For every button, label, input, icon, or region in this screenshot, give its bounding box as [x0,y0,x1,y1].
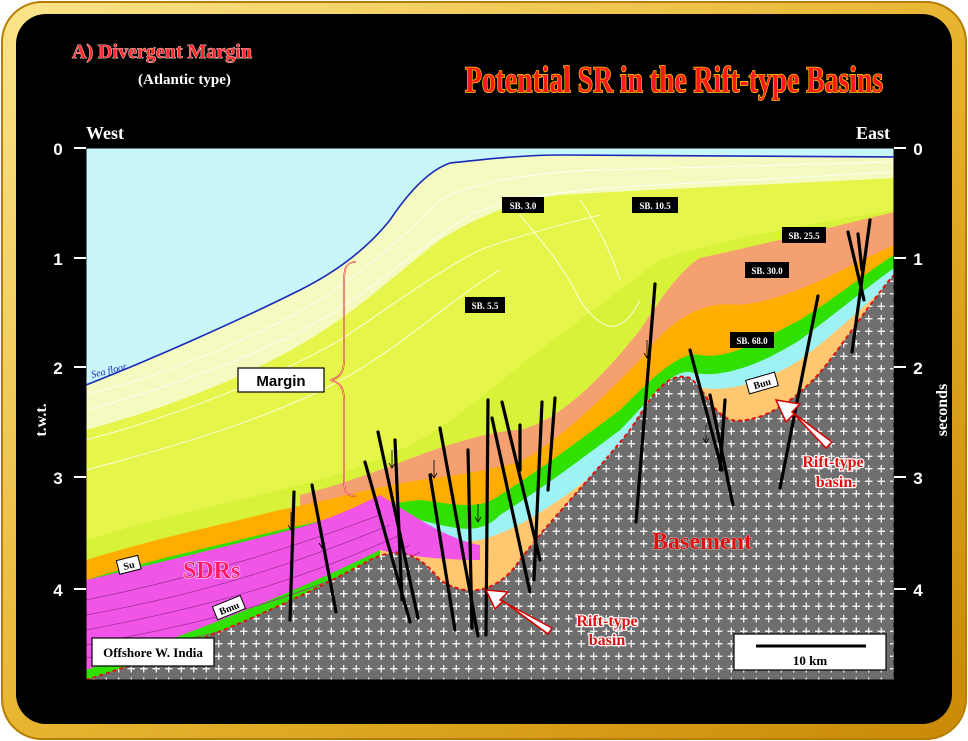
sb-tag-5-5: SB. 5.5 [465,297,505,313]
rift-arrow-1 [484,589,554,636]
banner-title: Potential SR in the Rift-type Basins [465,60,883,101]
faults [288,218,872,638]
left-tick-1: 1 [53,250,62,269]
location-box: Offshore W. India [91,637,215,667]
left-axis-label: t.w.t. [33,403,50,436]
basement [86,275,894,680]
page-title: A) Divergent Margin [72,41,252,63]
left-axis: 0 1 2 3 4 [53,140,63,600]
sb-label-25-5: SB. 25.5 [788,231,820,241]
buu-label: Buu [752,377,773,393]
rift-basin-2-line1: Rift-type [802,454,863,471]
rift-basin-1-line2: basin [589,632,626,649]
sb-tag-3: SB. 3.0 [502,197,544,213]
sb-label-68: SB. 68.0 [736,336,768,346]
sb-label-10-5: SB. 10.5 [639,201,671,211]
rift-arrow-2 [774,399,834,450]
page-subtitle: (Atlantic type) [138,72,231,88]
su-tag: Su [115,554,142,575]
basement-top [86,274,894,680]
location-label: Offshore W. India [103,645,203,660]
plot-border [85,147,895,681]
sb-tag-10-5: SB. 10.5 [632,197,678,213]
rift-basin-1-line1: Rift-type [576,613,637,630]
scale-label: 10 km [793,653,827,668]
sb-tag-30: SB. 30.0 [745,262,789,278]
right-axis-label: seconds [934,384,951,436]
right-tick-1: 1 [913,250,922,269]
tick-marks [74,147,906,590]
sdrs-label: SDRs [183,558,240,584]
east-label: East [856,123,890,143]
sea-floor-line [85,154,895,386]
left-tick-2: 2 [53,359,62,378]
su-label: Su [122,559,136,572]
sb-tag-68: SB. 68.0 [730,332,774,348]
fault-arrows [287,340,710,549]
west-label: West [86,123,124,143]
sb-tag-25-5: SB. 25.5 [782,227,826,243]
sb-label-3: SB. 3.0 [510,201,537,211]
basement-label: Basement [652,529,752,555]
right-tick-0: 0 [913,140,922,159]
sb-label-5-5: SB. 5.5 [472,301,499,311]
margin-label-box: Margin [237,367,325,393]
sdr-wedge [86,495,480,670]
right-axis: 0 1 2 3 4 [913,140,923,600]
right-tick-4: 4 [913,581,923,600]
buu-tag: Buu [745,371,779,395]
cross-section [86,148,894,680]
right-tick-2: 2 [913,359,922,378]
sb-label-30: SB. 30.0 [751,266,783,276]
margin-label: Margin [256,373,305,390]
rift-basin-2-line2: basin. [816,474,856,491]
left-tick-3: 3 [53,469,62,488]
left-tick-0: 0 [53,140,62,159]
right-tick-3: 3 [913,469,922,488]
sequence-reflectors [86,161,894,471]
left-tick-4: 4 [53,581,63,600]
scale-bar: 10 km [733,633,887,671]
